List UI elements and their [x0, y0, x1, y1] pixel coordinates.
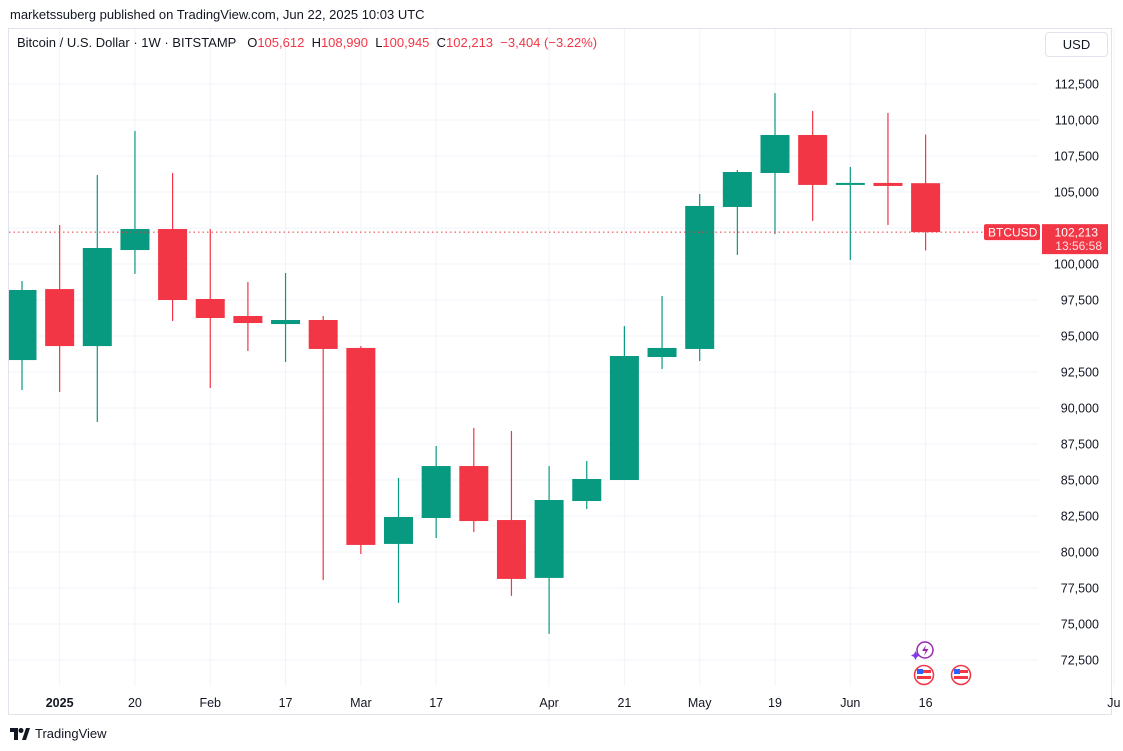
x-tick-label: Ju	[1107, 696, 1120, 710]
candle-body[interactable]	[722, 171, 752, 207]
y-tick-label: 80,000	[1061, 546, 1099, 560]
y-tick-label: 90,000	[1061, 402, 1099, 416]
x-tick-label: Feb	[199, 696, 221, 710]
candles	[9, 93, 941, 634]
candle-body[interactable]	[82, 248, 112, 347]
candle-body[interactable]	[271, 320, 301, 325]
candle-body[interactable]	[384, 517, 413, 544]
candle-body[interactable]	[120, 229, 150, 251]
y-tick-label: 95,000	[1061, 330, 1099, 344]
high-label: H	[311, 35, 321, 50]
candle-body[interactable]	[760, 134, 790, 173]
symbol-legend: Bitcoin / U.S. Dollar · 1W · BITSTAMP O1…	[17, 35, 597, 50]
published-by: marketssuberg published on TradingView.c…	[10, 7, 425, 22]
y-tick-label: 82,500	[1061, 510, 1099, 524]
candle-body[interactable]	[835, 182, 865, 185]
y-tick-label: 92,500	[1061, 366, 1099, 380]
y-tick-label: 72,500	[1061, 654, 1099, 668]
y-tick-label: 87,500	[1061, 438, 1099, 452]
x-tick-label: May	[688, 696, 712, 710]
candle-body[interactable]	[233, 315, 263, 324]
candle-body[interactable]	[9, 289, 37, 361]
high-value: 108,990	[320, 35, 368, 50]
low-label: L	[375, 35, 383, 50]
time-axis: 2025 20 Feb 17 Mar 17 Apr 21 May 19 Jun 16 Ju	[46, 696, 1121, 710]
close-label: C	[436, 35, 447, 50]
candle-body[interactable]	[572, 478, 602, 502]
symbol-tag-text: BTCUSD	[988, 226, 1038, 240]
candle-body[interactable]	[346, 347, 376, 545]
candle-body[interactable]	[496, 520, 526, 579]
candle-body[interactable]	[45, 289, 75, 347]
chart-frame	[8, 28, 1112, 715]
y-tick-label: 97,500	[1061, 294, 1099, 308]
candle-body[interactable]	[459, 466, 489, 522]
x-tick-label: 19	[768, 696, 782, 710]
x-tick-label: Mar	[350, 696, 372, 710]
candle-body[interactable]	[421, 466, 451, 519]
y-tick-label: 107,500	[1054, 150, 1099, 164]
us-flag-event-icon[interactable]	[950, 664, 972, 686]
currency-button[interactable]: USD	[1045, 32, 1108, 57]
candle-body[interactable]	[647, 347, 677, 358]
x-tick-label: 17	[279, 696, 293, 710]
y-tick-label: 105,000	[1054, 186, 1099, 200]
y-tick-label: 85,000	[1061, 474, 1099, 488]
price-axis: 72,500 75,000 77,500 80,000 82,500 85,000 87,5…	[1054, 78, 1099, 668]
candle-body[interactable]	[158, 229, 188, 300]
price-tag-countdown: 13:56:58	[1055, 239, 1102, 253]
x-tick-label: Apr	[539, 696, 558, 710]
low-value: 100,945	[382, 35, 430, 50]
y-tick-label: 77,500	[1061, 582, 1099, 596]
us-flag-event-icon[interactable]	[913, 664, 935, 686]
y-tick-label: 75,000	[1061, 618, 1099, 632]
candle-body[interactable]	[873, 182, 903, 186]
change-value: −3,404 (−3.22%)	[500, 35, 598, 50]
price-tag-value: 102,213	[1055, 226, 1099, 240]
grid	[9, 29, 1115, 686]
candle-body[interactable]	[308, 320, 338, 349]
y-tick-label: 110,000	[1055, 114, 1099, 128]
x-tick-label: Jun	[840, 696, 860, 710]
x-tick-label: 2025	[46, 696, 74, 710]
symbol-tag	[984, 224, 1040, 241]
close-value: 102,213	[446, 35, 494, 50]
x-tick-label: 21	[617, 696, 631, 710]
footer-brand-text: TradingView	[35, 726, 107, 741]
candle-body[interactable]	[798, 134, 828, 185]
open-value: 105,612	[257, 35, 305, 50]
open-label: O	[247, 35, 258, 50]
candle-body[interactable]	[534, 500, 564, 578]
candle-body[interactable]	[195, 298, 225, 318]
x-tick-label: 17	[429, 696, 443, 710]
candle-body[interactable]	[911, 183, 941, 233]
y-tick-label: 100,000	[1054, 258, 1099, 272]
candle-body[interactable]	[685, 205, 715, 349]
last-price-labels: BTCUSD 102,213 13:56:58	[984, 224, 1108, 255]
x-tick-label: 16	[919, 696, 933, 710]
tradingview-logo-icon	[10, 727, 30, 740]
candle-body[interactable]	[609, 356, 639, 480]
footer-brand: TradingView	[10, 726, 107, 741]
events	[911, 641, 972, 686]
symbol-title: Bitcoin / U.S. Dollar · 1W · BITSTAMP	[17, 35, 237, 50]
lightning-event-icon[interactable]	[911, 641, 934, 660]
x-tick-label: 20	[128, 696, 142, 710]
y-tick-label: 112,500	[1055, 78, 1099, 92]
price-tag	[1042, 224, 1108, 255]
